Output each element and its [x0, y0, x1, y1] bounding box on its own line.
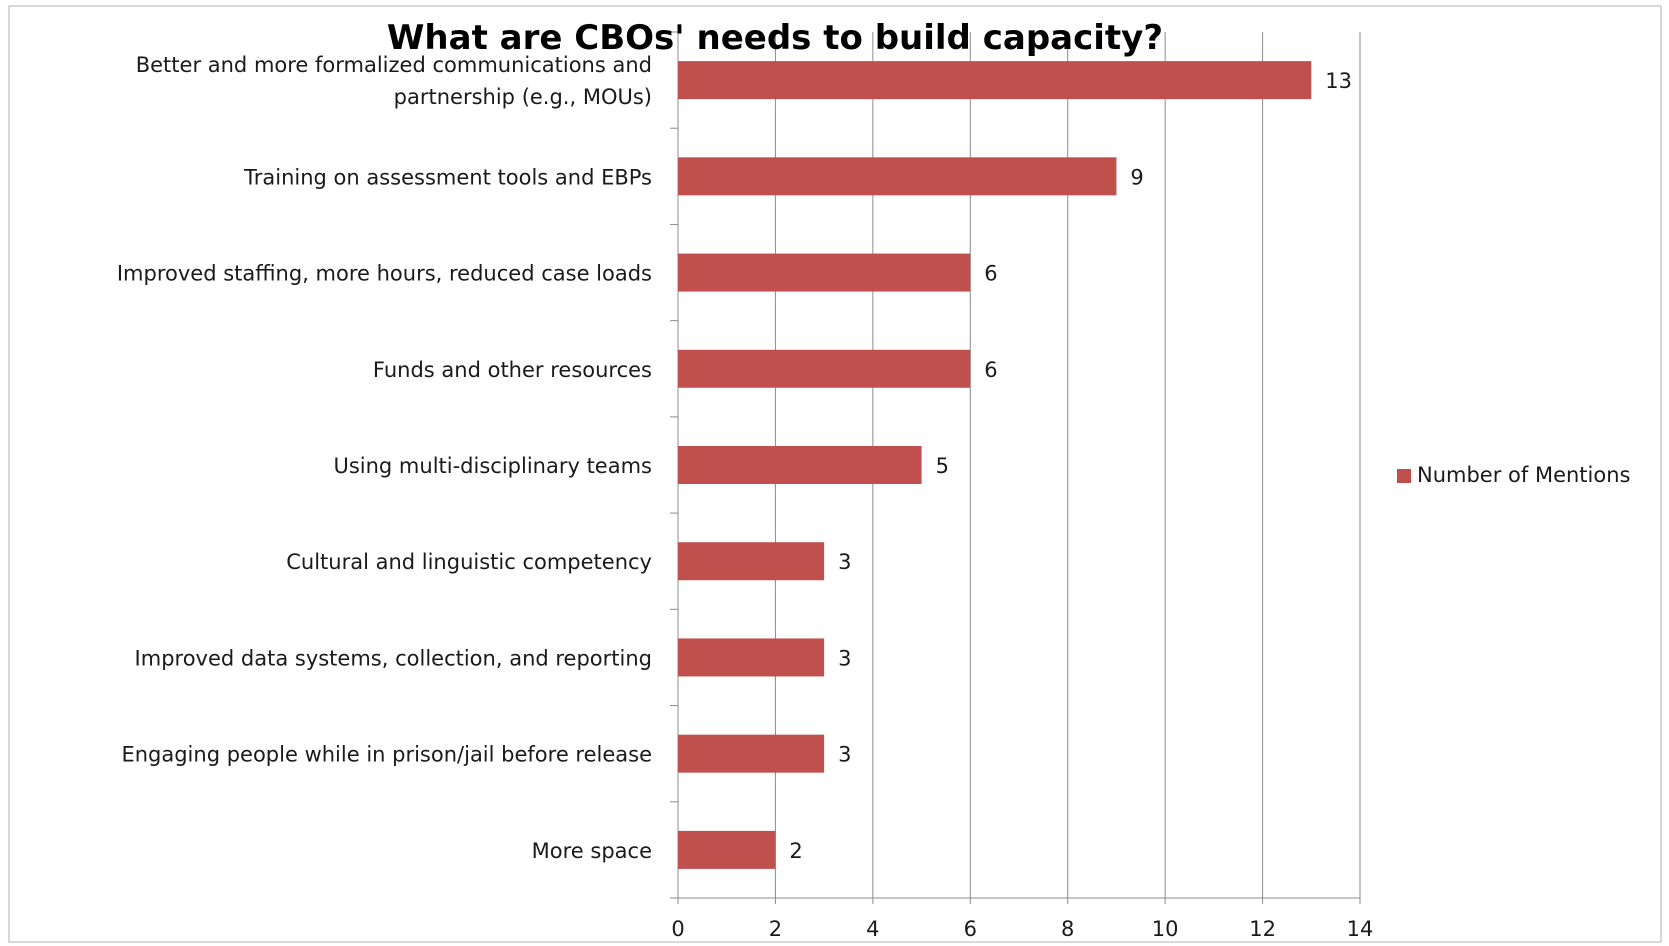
data-label: 9: [1130, 165, 1143, 189]
data-label: 3: [838, 743, 851, 767]
category-label-line: Improved data systems, collection, and r…: [135, 646, 652, 670]
bar: [678, 157, 1117, 196]
x-tick-label: 2: [769, 917, 782, 941]
category-label-line: Using multi-disciplinary teams: [333, 454, 652, 478]
legend-swatch: [1397, 469, 1411, 483]
category-label-line: partnership (e.g., MOUs): [394, 85, 652, 109]
category-label: Improved staffing, more hours, reduced c…: [117, 262, 652, 286]
data-label: 13: [1325, 69, 1352, 93]
x-tick-label: 0: [671, 917, 684, 941]
category-label-line: Engaging people while in prison/jail bef…: [121, 743, 652, 767]
bar: [678, 638, 825, 677]
x-tick-label: 8: [1061, 917, 1074, 941]
data-label: 3: [838, 550, 851, 574]
bar: [678, 349, 971, 388]
category-label-line: Cultural and linguistic competency: [286, 550, 652, 574]
category-label: Improved data systems, collection, and r…: [135, 646, 652, 670]
x-tick-label: 4: [866, 917, 879, 941]
legend: Number of Mentions: [1397, 463, 1630, 487]
data-label: 6: [984, 262, 997, 286]
bar: [678, 253, 971, 292]
category-label: More space: [532, 839, 652, 863]
data-label: 6: [984, 358, 997, 382]
category-label: Using multi-disciplinary teams: [333, 454, 652, 478]
bar: [678, 734, 825, 773]
bar: [678, 542, 825, 581]
chart-title: What are CBOs' needs to build capacity?: [387, 18, 1163, 58]
x-tick-label: 14: [1347, 917, 1374, 941]
legend-label: Number of Mentions: [1417, 463, 1630, 487]
bars: [678, 61, 1312, 869]
category-label-line: Improved staffing, more hours, reduced c…: [117, 262, 652, 286]
labels: 0 2 4 6 8 10 12 14 13 Better and more formalized …: [117, 53, 1374, 941]
category-label-line: Training on assessment tools and EBPs: [243, 165, 652, 189]
category-label: Training on assessment tools and EBPs: [243, 165, 652, 189]
category-label: Funds and other resources: [373, 358, 652, 382]
bar: [678, 61, 1312, 100]
data-label: 5: [936, 454, 949, 478]
x-tick-label: 12: [1249, 917, 1276, 941]
category-label-line: Funds and other resources: [373, 358, 652, 382]
x-tick-label: 10: [1152, 917, 1179, 941]
category-label: Cultural and linguistic competency: [286, 550, 652, 574]
data-label: 2: [789, 839, 802, 863]
chart-border: [8, 5, 1662, 943]
category-label: Engaging people while in prison/jail bef…: [121, 743, 652, 767]
data-label: 3: [838, 646, 851, 670]
category-label-line: Better and more formalized communication…: [136, 53, 652, 77]
x-tick-label: 6: [964, 917, 977, 941]
bar: [678, 446, 922, 484]
category-label-line: More space: [532, 839, 652, 863]
category-label: Better and more formalized communication…: [136, 53, 652, 109]
bar: [678, 830, 776, 869]
